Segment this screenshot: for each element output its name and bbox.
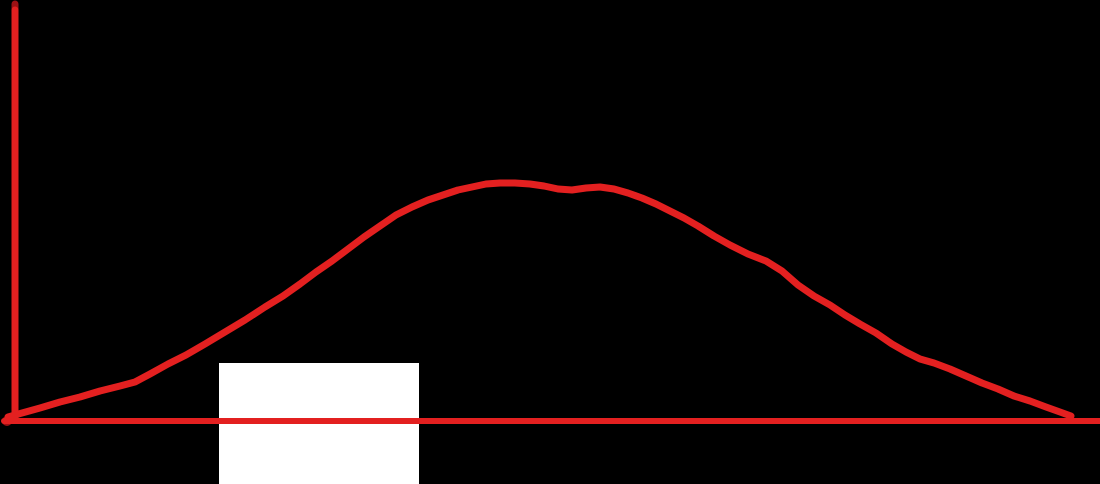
- bell-curve-line: [4, 179, 1075, 421]
